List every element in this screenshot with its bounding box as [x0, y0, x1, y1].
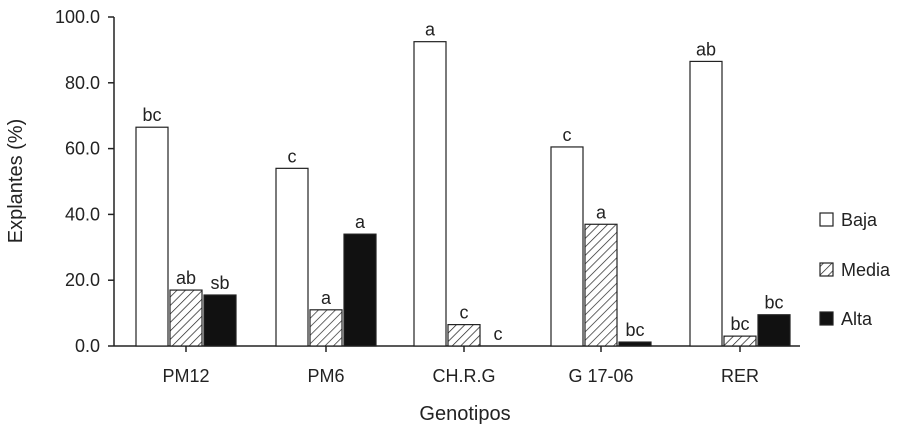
bar-baja — [413, 41, 447, 347]
data-label: bc — [625, 320, 644, 340]
bar-media — [584, 223, 618, 347]
bar-baja — [275, 167, 309, 347]
legend-label: Alta — [841, 309, 873, 329]
data-label: bc — [142, 105, 161, 125]
bar-media — [723, 335, 757, 347]
x-tick-label: PM12 — [162, 366, 209, 386]
data-label: bc — [764, 293, 783, 313]
bar-alta — [757, 314, 791, 347]
legend-swatch-media — [819, 262, 834, 277]
y-tick-label: 100.0 — [55, 7, 100, 27]
data-label: a — [355, 212, 366, 232]
data-label: c — [460, 303, 469, 323]
x-tick-label: PM6 — [307, 366, 344, 386]
legend-swatch-alta — [819, 311, 834, 326]
bar-alta — [343, 233, 377, 347]
bar-media — [447, 324, 481, 347]
legend: Baja Media Alta — [819, 210, 891, 329]
bar-baja — [550, 146, 584, 347]
bar-baja — [135, 126, 169, 347]
bar-alta — [203, 294, 237, 347]
x-tick-label: RER — [721, 366, 759, 386]
data-label: c — [494, 324, 503, 344]
data-label: a — [596, 202, 607, 222]
data-label: sb — [210, 273, 229, 293]
y-axis-title: Explantes (%) — [5, 119, 27, 244]
y-tick-label: 40.0 — [65, 204, 100, 224]
bars — [135, 41, 791, 347]
data-label: a — [321, 288, 332, 308]
data-label: c — [563, 125, 572, 145]
data-label: a — [425, 20, 436, 40]
legend-swatch-baja — [819, 212, 834, 227]
y-tick-label: 20.0 — [65, 270, 100, 290]
x-tick-label: G 17-06 — [568, 366, 633, 386]
legend-label: Baja — [841, 210, 878, 230]
x-axis-title: Genotipos — [419, 403, 510, 425]
bar-media — [169, 289, 203, 347]
data-label: bc — [730, 314, 749, 334]
data-label: ab — [696, 39, 716, 59]
x-tick-label: CH.R.G — [433, 366, 496, 386]
y-tick-label: 80.0 — [65, 73, 100, 93]
bar-alta — [618, 341, 652, 347]
data-label: ab — [176, 268, 196, 288]
bar-baja — [689, 60, 723, 347]
legend-label: Media — [841, 260, 891, 280]
bar-media — [309, 309, 343, 347]
axes: 0.0 20.0 40.0 60.0 80.0 100.0 PM12 PM6 CH.R.G G 1… — [55, 7, 800, 386]
data-label: c — [288, 146, 297, 166]
y-tick-label: 0.0 — [75, 336, 100, 356]
y-tick-label: 60.0 — [65, 139, 100, 159]
